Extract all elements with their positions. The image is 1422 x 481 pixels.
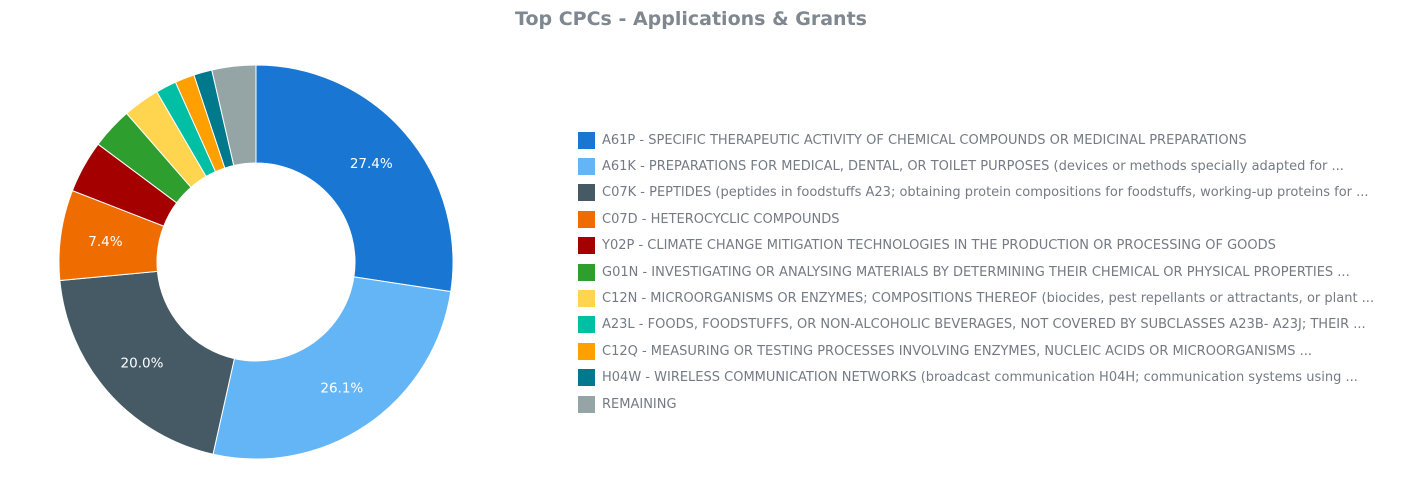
donut-slice-10[interactable] bbox=[211, 64, 257, 167]
legend-label: C12Q - MEASURING OR TESTING PROCESSES IN… bbox=[602, 343, 1312, 359]
legend-label: REMAINING bbox=[602, 396, 677, 412]
legend-swatch bbox=[578, 263, 595, 281]
donut-slice-2[interactable] bbox=[59, 270, 236, 455]
legend-label: G01N - INVESTIGATING OR ANALYSING MATERI… bbox=[602, 264, 1350, 280]
legend-item-7[interactable]: A23L - FOODS, FOODSTUFFS, OR NON-ALCOHOL… bbox=[578, 312, 1418, 338]
donut-slices bbox=[58, 64, 454, 460]
donut-slice-1[interactable] bbox=[212, 276, 452, 460]
chart-legend: A61P - SPECIFIC THERAPEUTIC ACTIVITY OF … bbox=[578, 127, 1418, 417]
legend-item-2[interactable]: C07K - PEPTIDES (peptides in foodstuffs … bbox=[578, 180, 1418, 206]
legend-item-3[interactable]: C07D - HETEROCYCLIC COMPOUNDS bbox=[578, 206, 1418, 232]
legend-swatch bbox=[578, 131, 595, 149]
legend-swatch bbox=[578, 237, 595, 255]
legend-swatch bbox=[578, 342, 595, 360]
legend-label: A61P - SPECIFIC THERAPEUTIC ACTIVITY OF … bbox=[602, 132, 1247, 148]
slice-value-label-2: 20.0% bbox=[121, 356, 164, 372]
legend-swatch bbox=[578, 290, 595, 308]
donut-slice-0[interactable] bbox=[255, 64, 454, 293]
legend-label: C07K - PEPTIDES (peptides in foodstuffs … bbox=[602, 185, 1369, 201]
legend-swatch bbox=[578, 210, 595, 228]
legend-label: H04W - WIRELESS COMMUNICATION NETWORKS (… bbox=[602, 370, 1358, 386]
legend-swatch bbox=[578, 395, 595, 413]
legend-item-4[interactable]: Y02P - CLIMATE CHANGE MITIGATION TECHNOL… bbox=[578, 233, 1418, 259]
legend-item-1[interactable]: A61K - PREPARATIONS FOR MEDICAL, DENTAL,… bbox=[578, 153, 1418, 179]
legend-swatch bbox=[578, 184, 595, 202]
legend-swatch bbox=[578, 369, 595, 387]
legend-item-9[interactable]: H04W - WIRELESS COMMUNICATION NETWORKS (… bbox=[578, 365, 1418, 391]
slice-value-label-0: 27.4% bbox=[350, 156, 393, 172]
legend-item-5[interactable]: G01N - INVESTIGATING OR ANALYSING MATERI… bbox=[578, 259, 1418, 285]
legend-swatch bbox=[578, 316, 595, 334]
legend-label: A61K - PREPARATIONS FOR MEDICAL, DENTAL,… bbox=[602, 159, 1344, 175]
legend-item-0[interactable]: A61P - SPECIFIC THERAPEUTIC ACTIVITY OF … bbox=[578, 127, 1418, 153]
slice-value-label-1: 26.1% bbox=[320, 380, 363, 396]
donut-chart: 27.4% 26.1% 20.0% 7.4% bbox=[58, 64, 454, 460]
legend-item-8[interactable]: C12Q - MEASURING OR TESTING PROCESSES IN… bbox=[578, 338, 1418, 364]
legend-label: Y02P - CLIMATE CHANGE MITIGATION TECHNOL… bbox=[602, 238, 1276, 254]
chart-title: Top CPCs - Applications & Grants bbox=[515, 8, 867, 30]
legend-label: A23L - FOODS, FOODSTUFFS, OR NON-ALCOHOL… bbox=[602, 317, 1366, 333]
legend-label: C07D - HETEROCYCLIC COMPOUNDS bbox=[602, 211, 840, 227]
legend-label: C12N - MICROORGANISMS OR ENZYMES; COMPOS… bbox=[602, 291, 1375, 307]
legend-swatch bbox=[578, 158, 595, 176]
slice-value-label-3: 7.4% bbox=[88, 234, 122, 250]
legend-item-6[interactable]: C12N - MICROORGANISMS OR ENZYMES; COMPOS… bbox=[578, 285, 1418, 311]
legend-item-10[interactable]: REMAINING bbox=[578, 391, 1418, 417]
donut-slice-labels: 27.4% 26.1% 20.0% 7.4% bbox=[88, 156, 393, 397]
